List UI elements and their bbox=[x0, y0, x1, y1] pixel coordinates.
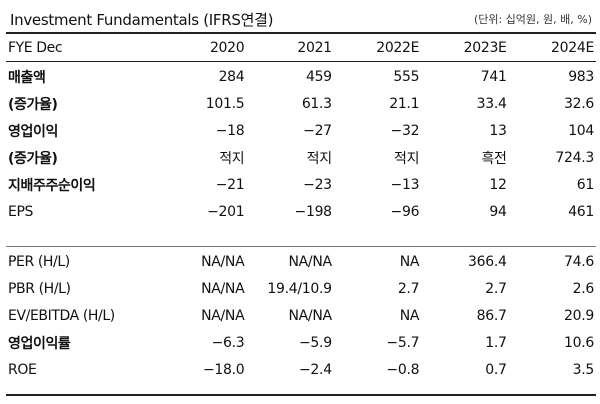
title-row: Investment Fundamentals (IFRS연결) (단위: 십억… bbox=[10, 4, 592, 30]
header-label: FYE Dec bbox=[8, 39, 63, 56]
cell-value: −13 bbox=[390, 176, 420, 193]
cell-value: −32 bbox=[390, 122, 420, 139]
cell-value: −2.4 bbox=[299, 361, 332, 378]
cell-value: −5.9 bbox=[299, 334, 332, 351]
cell-value: 104 bbox=[568, 122, 595, 139]
cell-value: 366.4 bbox=[468, 253, 507, 270]
cell-value: 적지 bbox=[306, 150, 332, 167]
cell-value: −96 bbox=[390, 203, 420, 220]
cell-value: NA bbox=[399, 307, 420, 324]
row-label: EPS bbox=[8, 203, 33, 220]
cell-value: 13 bbox=[489, 122, 507, 139]
cell-value: 555 bbox=[393, 68, 420, 85]
cell-value: −198 bbox=[294, 203, 333, 220]
cell-value: 적지 bbox=[219, 150, 245, 167]
cell-value: 2.7 bbox=[485, 280, 507, 297]
cell-value: 2.6 bbox=[572, 280, 595, 297]
table-row: EPS −201 −198 −96 94 461 bbox=[8, 198, 594, 225]
cell-value: −27 bbox=[303, 122, 332, 139]
cell-value: NA/NA bbox=[201, 307, 245, 324]
cell-value: NA/NA bbox=[288, 307, 332, 324]
row-label: ROE bbox=[8, 361, 37, 378]
row-label: (증가율) bbox=[8, 96, 58, 113]
table-row: ROE −18.0 −2.4 −0.8 0.7 3.5 bbox=[8, 356, 594, 383]
row-label: 매출액 bbox=[8, 69, 46, 86]
cell-value: −18.0 bbox=[202, 361, 245, 378]
section-rule bbox=[6, 246, 596, 247]
cell-value: NA/NA bbox=[288, 253, 332, 270]
header-rule bbox=[6, 61, 596, 62]
cell-value: NA/NA bbox=[201, 280, 245, 297]
cell-value: 1.7 bbox=[485, 334, 507, 351]
header-year-2023e: 2023E bbox=[463, 39, 507, 56]
row-label: (증가율) bbox=[8, 150, 58, 167]
header-year-2020: 2020 bbox=[209, 39, 245, 56]
header-year-2024e: 2024E bbox=[551, 39, 595, 56]
row-label: 지배주주순이익 bbox=[8, 177, 96, 194]
table-row: 영업이익 −18 −27 −32 13 104 bbox=[8, 117, 594, 144]
cell-value: 724.3 bbox=[555, 149, 595, 166]
cell-value: 459 bbox=[305, 68, 332, 85]
cell-value: 흑전 bbox=[481, 150, 507, 167]
header-year-2022e: 2022E bbox=[376, 39, 420, 56]
header-row: FYE Dec 2020 2021 2022E 2023E 2024E bbox=[8, 34, 594, 61]
cell-value: NA/NA bbox=[201, 253, 245, 270]
cell-value: 2.7 bbox=[397, 280, 420, 297]
cell-value: 983 bbox=[568, 68, 595, 85]
table-row: 영업이익률 −6.3 −5.9 −5.7 1.7 10.6 bbox=[8, 329, 594, 356]
cell-value: 10.6 bbox=[564, 334, 595, 351]
cell-value: 461 bbox=[568, 203, 595, 220]
cell-value: 21.1 bbox=[389, 95, 420, 112]
cell-value: NA bbox=[399, 253, 420, 270]
table-row: PBR (H/L) NA/NA 19.4/10.9 2.7 2.7 2.6 bbox=[8, 275, 594, 302]
cell-value: 61 bbox=[576, 176, 595, 193]
cell-value: 0.7 bbox=[485, 361, 507, 378]
cell-value: 284 bbox=[218, 68, 245, 85]
cell-value: 3.5 bbox=[572, 361, 595, 378]
cell-value: 20.9 bbox=[564, 307, 595, 324]
cell-value: 74.6 bbox=[564, 253, 595, 270]
table-title: Investment Fundamentals (IFRS연결) bbox=[10, 11, 274, 29]
cell-value: 101.5 bbox=[205, 95, 245, 112]
cell-value: −5.7 bbox=[386, 334, 420, 351]
cell-value: 12 bbox=[489, 176, 507, 193]
table-row: EV/EBITDA (H/L) NA/NA NA/NA NA 86.7 20.9 bbox=[8, 302, 594, 329]
cell-value: 741 bbox=[480, 68, 507, 85]
header-year-2021: 2021 bbox=[297, 39, 332, 56]
cell-value: 33.4 bbox=[476, 95, 507, 112]
table-row: (증가율) 적지 적지 적지 흑전 724.3 bbox=[8, 144, 594, 171]
top-rule bbox=[6, 32, 596, 34]
cell-value: 19.4/10.9 bbox=[267, 280, 332, 297]
cell-value: 86.7 bbox=[476, 307, 507, 324]
cell-value: 적지 bbox=[394, 150, 420, 167]
cell-value: 61.3 bbox=[301, 95, 332, 112]
row-label: EV/EBITDA (H/L) bbox=[8, 307, 115, 324]
cell-value: −21 bbox=[215, 176, 245, 193]
cell-value: −6.3 bbox=[211, 334, 245, 351]
row-label: PER (H/L) bbox=[8, 253, 70, 270]
unit-note: (단위: 십억원, 원, 배, %) bbox=[473, 13, 592, 26]
table-row: 지배주주순이익 −21 −23 −13 12 61 bbox=[8, 171, 594, 198]
cell-value: −23 bbox=[303, 176, 332, 193]
bottom-rule bbox=[6, 394, 596, 396]
cell-value: −0.8 bbox=[386, 361, 420, 378]
cell-value: 94 bbox=[489, 203, 507, 220]
cell-value: −201 bbox=[207, 203, 245, 220]
cell-value: 32.6 bbox=[564, 95, 595, 112]
table-row: PER (H/L) NA/NA NA/NA NA 366.4 74.6 bbox=[8, 248, 594, 275]
table-row: 매출액 284 459 555 741 983 bbox=[8, 63, 594, 90]
table-row: (증가율) 101.5 61.3 21.1 33.4 32.6 bbox=[8, 90, 594, 117]
cell-value: −18 bbox=[215, 122, 245, 139]
row-label: 영업이익률 bbox=[8, 335, 71, 352]
row-label: PBR (H/L) bbox=[8, 280, 71, 297]
row-label: 영업이익 bbox=[8, 123, 58, 140]
